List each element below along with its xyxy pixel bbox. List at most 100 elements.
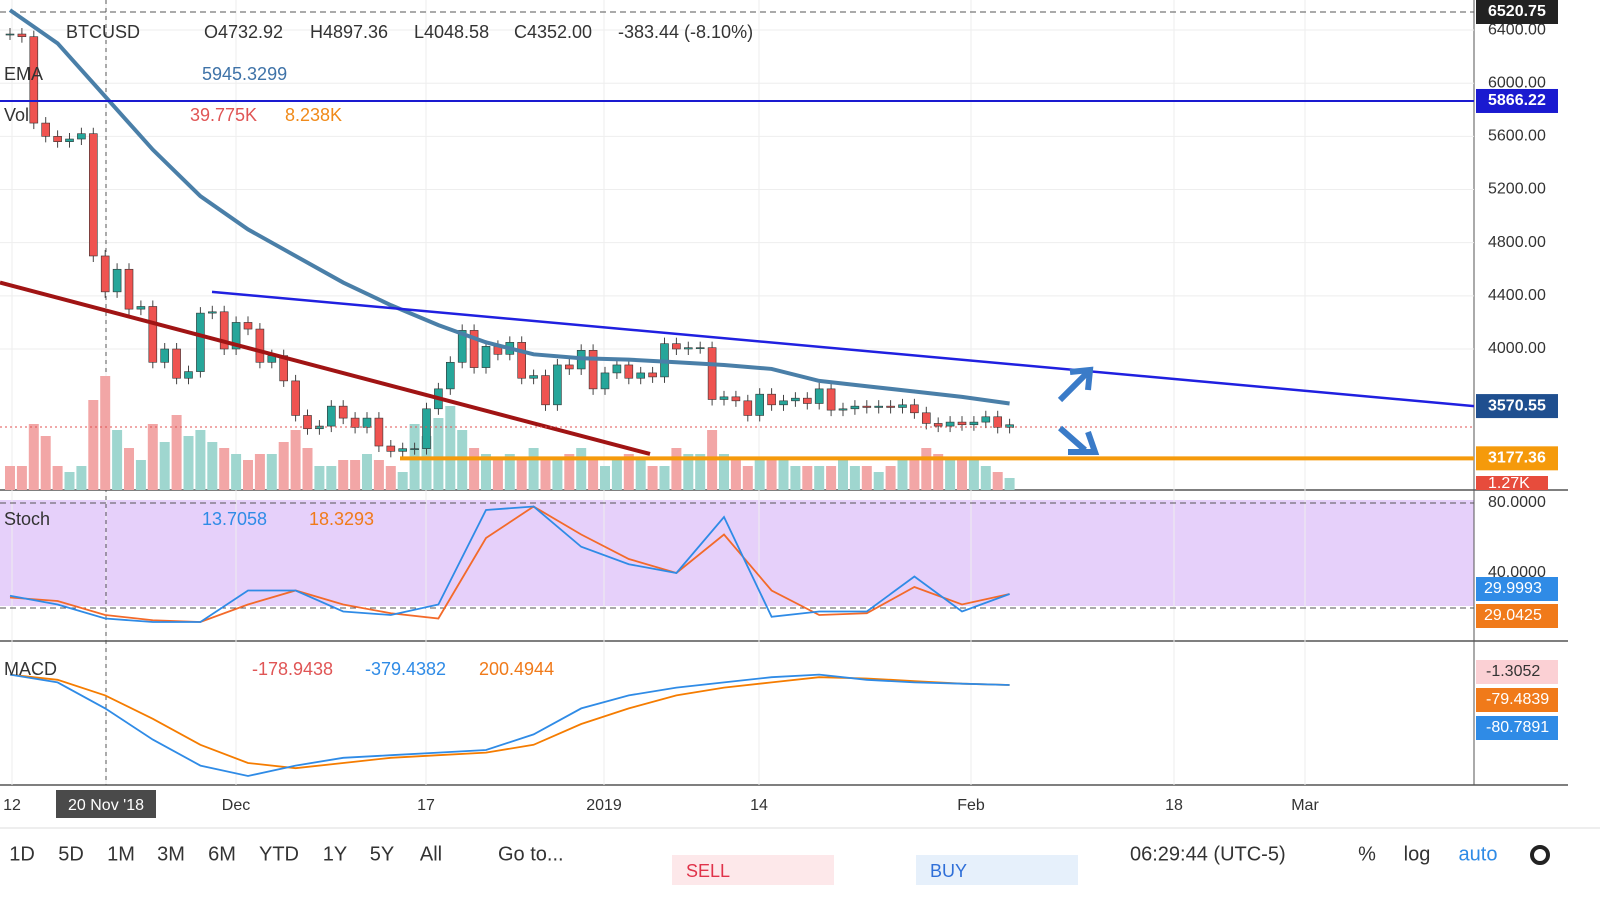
volume-bar xyxy=(112,430,123,490)
candle xyxy=(160,348,169,363)
macd-value: 200.4944 xyxy=(479,659,554,679)
volume-bar xyxy=(433,418,444,490)
option-button[interactable]: % xyxy=(1358,843,1376,865)
volume-bar xyxy=(730,460,741,490)
candle xyxy=(767,393,776,406)
volume-bar xyxy=(421,436,432,490)
volume-bar xyxy=(397,472,408,490)
candle xyxy=(945,421,955,427)
range-button[interactable]: 6M xyxy=(208,843,236,865)
volume-bar xyxy=(671,448,682,490)
volume-bar xyxy=(540,460,551,490)
stoch-k: 13.7058 xyxy=(202,509,267,529)
range-button[interactable]: 1M xyxy=(107,843,135,865)
stoch-d: 18.3293 xyxy=(309,509,374,529)
sell-button[interactable]: SELL xyxy=(686,861,730,881)
price-tag xyxy=(1476,394,1558,419)
volume-bar xyxy=(992,472,1003,490)
volume-bar xyxy=(968,460,979,490)
goto-button[interactable]: Go to... xyxy=(498,843,564,865)
stoch-band xyxy=(0,500,1474,606)
y-tick-label: 5600.00 xyxy=(1488,128,1546,145)
candle xyxy=(898,404,907,408)
volume-bar xyxy=(290,430,301,490)
macd-tag xyxy=(1476,716,1558,740)
volume-bar xyxy=(933,454,944,490)
range-button[interactable]: All xyxy=(420,843,442,865)
volume-bar xyxy=(481,454,491,490)
macd-tag xyxy=(1476,660,1558,684)
candle xyxy=(469,330,479,368)
volume-bar xyxy=(231,454,242,490)
range-button[interactable]: 3M xyxy=(157,843,185,865)
range-button[interactable]: 1Y xyxy=(323,843,347,865)
range-button[interactable]: 5D xyxy=(58,843,84,865)
candle xyxy=(374,417,384,447)
candle xyxy=(529,375,538,379)
volume-bar xyxy=(314,466,325,490)
candle xyxy=(683,347,693,350)
candle xyxy=(350,417,360,428)
option-button[interactable]: log xyxy=(1404,843,1431,865)
volume-bar xyxy=(873,472,884,490)
volume-bar xyxy=(802,466,813,490)
candle xyxy=(1005,424,1014,428)
volume-bar xyxy=(171,415,182,490)
candle xyxy=(196,312,205,372)
volume-bar xyxy=(254,454,265,490)
stoch-name: Stoch xyxy=(4,509,50,529)
candle xyxy=(672,343,681,350)
y-tick-label: 4000.00 xyxy=(1488,340,1546,357)
volume-bar xyxy=(183,436,194,490)
x-tick-label: 2019 xyxy=(586,797,622,814)
clock: 06:29:44 (UTC-5) xyxy=(1130,843,1286,865)
volume-bar xyxy=(88,400,99,490)
ohlc: H4897.36 xyxy=(310,22,388,42)
candle xyxy=(600,372,610,390)
volume-bar xyxy=(326,466,337,490)
vol-tag-label: 1.27K xyxy=(1488,475,1530,492)
x-tick-label: Feb xyxy=(957,797,985,814)
candle xyxy=(65,138,74,142)
volume-bar xyxy=(100,376,111,490)
buy-button[interactable]: BUY xyxy=(930,861,967,881)
candle xyxy=(874,405,884,408)
range-button[interactable]: 5Y xyxy=(370,843,394,865)
candle xyxy=(481,346,491,368)
volume-bar xyxy=(611,460,622,490)
x-tick-label: 20 Nov '18 xyxy=(68,797,144,814)
candle xyxy=(148,306,158,363)
volume-bar xyxy=(266,454,277,490)
candle xyxy=(100,255,110,293)
volume-bar xyxy=(897,460,908,490)
candle xyxy=(136,306,146,310)
candle xyxy=(184,371,193,379)
candle xyxy=(707,347,717,400)
volume-bar xyxy=(576,448,587,490)
candle xyxy=(17,33,27,37)
candle xyxy=(957,421,967,426)
volume-bar xyxy=(957,460,967,490)
candle xyxy=(255,328,265,363)
candle xyxy=(791,397,800,402)
candle xyxy=(588,350,598,390)
volume-bar xyxy=(302,448,313,490)
price-tag-label: 5866.22 xyxy=(1488,92,1546,109)
candle xyxy=(53,136,62,142)
volume-bar xyxy=(76,466,87,490)
volume-bar xyxy=(504,454,515,490)
option-button[interactable]: auto xyxy=(1459,843,1498,865)
candle xyxy=(636,372,646,379)
volume-bar xyxy=(5,466,15,490)
macd-tag-label: -79.4839 xyxy=(1486,691,1549,708)
volume-bar xyxy=(659,466,670,490)
candle xyxy=(564,364,574,370)
candle xyxy=(338,405,348,419)
volume-bar xyxy=(159,442,170,490)
range-button[interactable]: 1D xyxy=(9,843,35,865)
ema-value: 5945.3299 xyxy=(202,64,287,84)
settings-icon[interactable] xyxy=(1530,845,1550,865)
range-button[interactable]: YTD xyxy=(259,843,299,865)
stoch-k-line xyxy=(9,505,1010,623)
candle xyxy=(541,375,550,406)
